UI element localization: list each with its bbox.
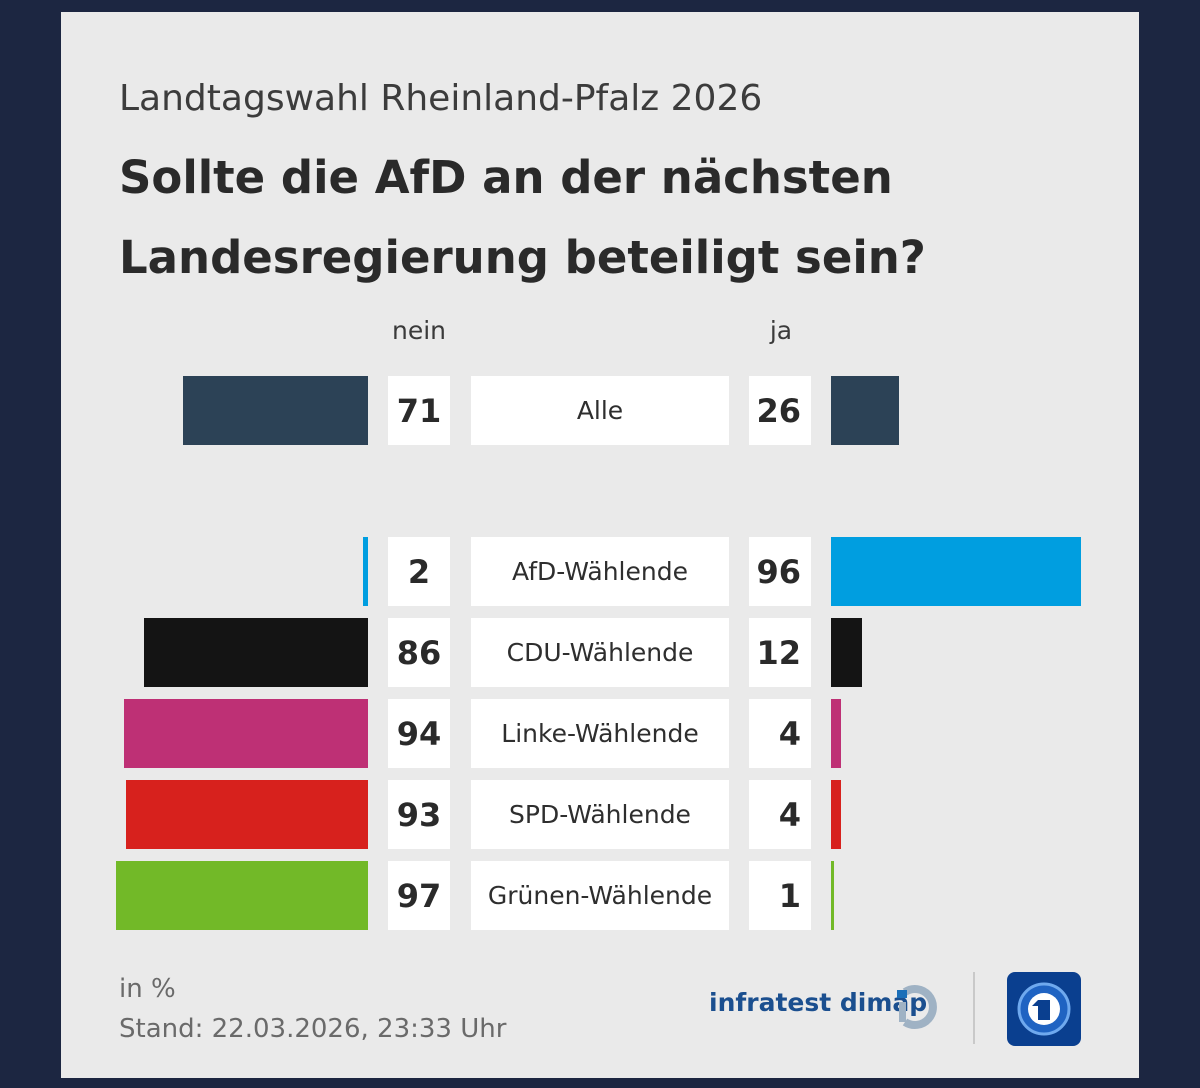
chart-subtitle: Landtagswahl Rheinland-Pfalz 2026	[119, 78, 763, 119]
value-ja-cdu-w-hlende: 12	[749, 618, 811, 687]
value-nein-alle: 71	[388, 376, 450, 445]
value-ja-afd-w-hlende: 96	[749, 537, 811, 606]
value-ja-gr-nen-w-hlende: 1	[749, 861, 811, 930]
bar-ja-spd-w-hlende	[831, 780, 842, 849]
bar-nein-spd-w-hlende	[126, 780, 368, 849]
category-label-cdu-w-hlende: CDU-Wählende	[471, 618, 729, 687]
value-nein-linke-w-hlende: 94	[388, 699, 450, 768]
value-ja-spd-w-hlende: 4	[749, 780, 811, 849]
unit-note: in %	[119, 974, 176, 1004]
category-label-linke-w-hlende: Linke-Wählende	[471, 699, 729, 768]
diverging-bar-chart: 71 Alle 26 2 AfD-Wählende 96 86 CDU-Wählende 12 9…	[61, 12, 1139, 1078]
value-ja-alle: 26	[749, 376, 811, 445]
footer-divider	[973, 972, 975, 1044]
value-nein-afd-w-hlende: 2	[388, 537, 450, 606]
bar-nein-linke-w-hlende	[123, 699, 368, 768]
stand-timestamp: Stand: 22.03.2026, 23:33 Uhr	[119, 1014, 507, 1044]
bar-ja-gr-nen-w-hlende	[831, 861, 834, 930]
value-nein-gr-nen-w-hlende: 97	[388, 861, 450, 930]
bar-ja-alle	[831, 376, 899, 445]
chart-title: Sollte die AfD an der nächsten Landesreg…	[119, 151, 926, 284]
column-header-ja: ja	[769, 316, 793, 345]
tagesschau-logo-icon	[1007, 972, 1081, 1046]
category-label-alle: Alle	[471, 376, 729, 445]
infratest-dimap-brand: infratest dimap	[709, 988, 928, 1017]
bar-ja-afd-w-hlende	[831, 537, 1081, 606]
chart-card: Landtagswahl Rheinland-Pfalz 2026 Sollte…	[61, 12, 1139, 1078]
bar-nein-afd-w-hlende	[362, 537, 368, 606]
category-label-afd-w-hlende: AfD-Wählende	[471, 537, 729, 606]
value-nein-cdu-w-hlende: 86	[388, 618, 450, 687]
bar-nein-alle	[183, 376, 368, 445]
column-header-nein: nein	[391, 316, 447, 345]
value-nein-spd-w-hlende: 93	[388, 780, 450, 849]
bar-nein-cdu-w-hlende	[144, 618, 368, 687]
category-label-spd-w-hlende: SPD-Wählende	[471, 780, 729, 849]
category-label-gr-nen-w-hlende: Grünen-Wählende	[471, 861, 729, 930]
value-ja-linke-w-hlende: 4	[749, 699, 811, 768]
bar-ja-cdu-w-hlende	[831, 618, 863, 687]
bar-nein-gr-nen-w-hlende	[115, 861, 368, 930]
infratest-dimap-logo-icon	[897, 985, 937, 1029]
bar-ja-linke-w-hlende	[831, 699, 842, 768]
